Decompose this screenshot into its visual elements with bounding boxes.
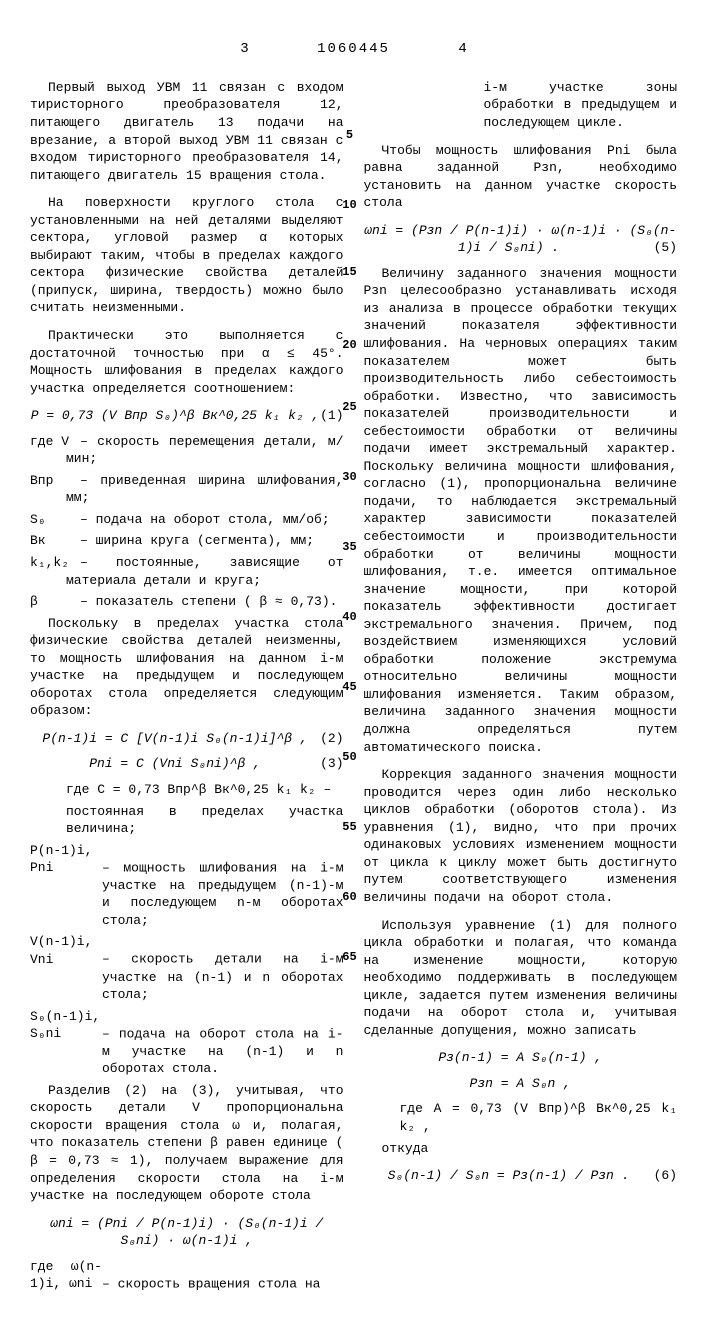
- line-number: 60: [340, 889, 360, 905]
- definition: Bк– ширина круга (сегмента), мм;: [30, 532, 344, 550]
- line-number: 10: [340, 197, 360, 213]
- formula-6b: Pзn = A S₀n ,: [364, 1075, 678, 1093]
- definition: где ω(n-1)i, ωni– скорость вращения стол…: [30, 1258, 344, 1293]
- definition: где C = 0,73 Bпр^β Bк^0,25 k₁ k₂ –: [30, 781, 344, 799]
- paragraph: Чтобы мощность шлифования Pni была равна…: [364, 142, 678, 212]
- definition: S₀– подача на оборот стола, мм/об;: [30, 511, 344, 529]
- definition: S₀(n-1)i, S₀ni– подача на оборот стола н…: [30, 1008, 344, 1078]
- line-number: 35: [340, 539, 360, 555]
- page-left: 3: [240, 40, 248, 59]
- formula-3: Pni = C (Vni S₀ni)^β , (3): [30, 755, 344, 773]
- paragraph: Величину заданного значения мощности Pзn…: [364, 265, 678, 756]
- definition: β– показатель степени ( β ≈ 0,73).: [30, 593, 344, 611]
- formula-text: P(n-1)i = C [V(n-1)i S₀(n-1)i]^β ,: [42, 731, 307, 746]
- line-number: 50: [340, 749, 360, 765]
- line-number: 55: [340, 819, 360, 835]
- page-right: 4: [458, 40, 466, 59]
- formula-5: ωni = (Pзn / P(n-1)i) · ω(n-1)i · (S₀(n-…: [364, 222, 678, 257]
- line-number: 30: [340, 469, 360, 485]
- definition: k₁,k₂– постоянные, зависящие от материал…: [30, 554, 344, 589]
- paragraph: Используя уравнение (1) для полного цикл…: [364, 917, 678, 1040]
- formula-4: ωni = (Pni / P(n-1)i) · (S₀(n-1)i / S₀ni…: [30, 1215, 344, 1250]
- definition: постоянная в пределах участка величина;: [30, 803, 344, 838]
- formula-number: (2): [320, 730, 343, 748]
- paragraph: Разделив (2) на (3), учитывая, что скоро…: [30, 1082, 344, 1205]
- line-number: 20: [340, 337, 360, 353]
- formula-6a: Pз(n-1) = A S₀(n-1) ,: [364, 1049, 678, 1067]
- right-column: i-м участке зоны обработки в предыдущем …: [364, 79, 678, 1297]
- paragraph: откуда: [364, 1140, 678, 1158]
- formula-6: S₀(n-1) / S₀n = Pз(n-1) / Pзn . (6): [364, 1167, 678, 1185]
- paragraph-continuation: i-м участке зоны обработки в предыдущем …: [364, 79, 678, 132]
- paragraph: На поверхности круглого стола с установл…: [30, 194, 344, 317]
- formula-number: (6): [654, 1167, 677, 1185]
- formula-text: Pni = C (Vni S₀ni)^β ,: [89, 756, 261, 771]
- line-number: 40: [340, 609, 360, 625]
- line-number: 65: [340, 949, 360, 965]
- formula-text: ωni = (Pзn / P(n-1)i) · ω(n-1)i · (S₀(n-…: [364, 223, 676, 256]
- formula-2: P(n-1)i = C [V(n-1)i S₀(n-1)i]^β , (2): [30, 730, 344, 748]
- line-number: 15: [340, 264, 360, 280]
- left-column: 5 10 15 20 25 30 35 40 45 50 55 60 65 Пе…: [30, 79, 344, 1297]
- formula-text: P = 0,73 (V Bпр S₀)^β Bк^0,25 k₁ k₂ ,: [31, 408, 320, 423]
- paragraph: Коррекция заданного значения мощности пр…: [364, 766, 678, 906]
- definition: P(n-1)i, Pni– мощность шлифования на i-м…: [30, 842, 344, 930]
- formula-number: (5): [654, 239, 677, 257]
- doc-number: 1060445: [317, 41, 390, 57]
- definition: Bпр– приведенная ширина шлифования, мм;: [30, 472, 344, 507]
- line-number: 25: [340, 399, 360, 415]
- paragraph: Первый выход УВМ 11 связан с входом тири…: [30, 79, 344, 184]
- paragraph: Практически это выполняется с достаточно…: [30, 327, 344, 397]
- two-column-layout: 5 10 15 20 25 30 35 40 45 50 55 60 65 Пе…: [30, 79, 677, 1297]
- definition: V(n-1)i, Vni– скорость детали на i-м уча…: [30, 933, 344, 1003]
- definition: где A = 0,73 (V Bпр)^β Bк^0,25 k₁ k₂ ,: [364, 1100, 678, 1135]
- page-header: 3 1060445 4: [30, 40, 677, 59]
- paragraph: Поскольку в пределах участка стола физич…: [30, 615, 344, 720]
- formula-text: S₀(n-1) / S₀n = Pз(n-1) / Pзn .: [388, 1168, 630, 1183]
- line-number: 5: [340, 127, 360, 143]
- line-number: 45: [340, 679, 360, 695]
- formula-1: P = 0,73 (V Bпр S₀)^β Bк^0,25 k₁ k₂ , (1…: [30, 407, 344, 425]
- definition: где V– скорость перемещения детали, м/ми…: [30, 433, 344, 468]
